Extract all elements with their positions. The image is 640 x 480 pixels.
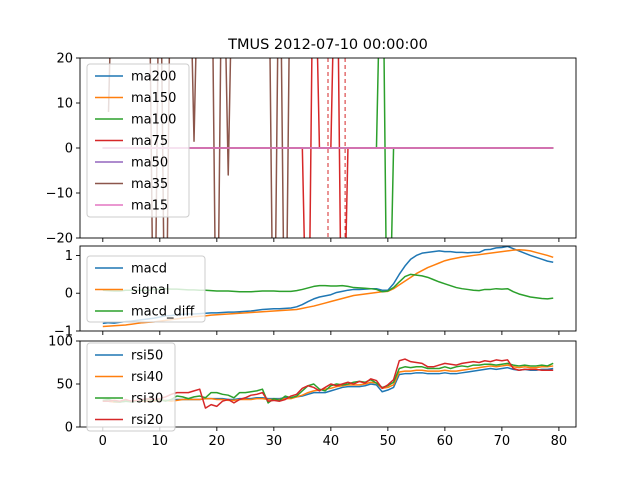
legend-label: rsi20 (131, 413, 163, 428)
legend-label: ma75 (131, 134, 168, 149)
y-tick-label: 20 (56, 52, 73, 67)
series-line-2-3 (102, 358, 554, 409)
x-tick-label: 70 (494, 434, 511, 449)
y-tick-label: 0 (65, 421, 73, 436)
x-tick-label: 0 (99, 434, 107, 449)
axes-frame-1 (79, 245, 577, 332)
x-tick-label: 30 (266, 434, 283, 449)
x-tick-label: 60 (437, 434, 454, 449)
legend-label: rsi50 (131, 349, 163, 364)
legend-label: ma150 (131, 91, 176, 106)
legend-label: ma15 (131, 199, 168, 214)
x-tick-label: 40 (323, 434, 340, 449)
legend-2: rsi50 rsi40 rsi30 rsi20 (86, 342, 176, 432)
y-tick-label: 0 (65, 142, 73, 157)
y-tick-label: −10 (46, 187, 73, 202)
chart-title: TMUS 2012-07-10 00:00:00 (227, 37, 428, 53)
legend-0: ma200 ma150 ma100 ma75 ma50 ma35 ma15 (86, 63, 190, 218)
plot-area-2 (102, 358, 554, 409)
x-tick-label: 80 (551, 434, 568, 449)
panels: −20−1001020ma200ma150ma100ma75ma50ma35ma… (46, 52, 577, 449)
panel-1: −1 0 1 macd signal macd_diff (54, 245, 577, 340)
legend-1: macd signal macd_diff (86, 255, 206, 323)
y-tick-label: 10 (56, 97, 73, 112)
legend-label: macd_diff (131, 305, 195, 320)
y-tick-label: −1 (54, 325, 73, 340)
legend-label: rsi40 (131, 370, 163, 385)
x-tick-label: 10 (152, 434, 169, 449)
legend-label: ma100 (131, 113, 176, 128)
y-tick-label: 0 (65, 287, 73, 302)
panel-0: −20−1001020ma200ma150ma100ma75ma50ma35ma… (46, 52, 577, 247)
y-tick-label: 100 (48, 335, 73, 350)
y-tick-label: 1 (65, 249, 73, 264)
legend-label: ma200 (131, 70, 176, 85)
x-tick-label: 50 (380, 434, 397, 449)
legend-label: signal (131, 283, 169, 298)
x-tick-label: 20 (209, 434, 226, 449)
legend-label: ma50 (131, 156, 168, 171)
legend-label: ma35 (131, 177, 168, 192)
legend-label: macd (131, 262, 167, 277)
legend-label: rsi30 (131, 392, 163, 407)
series-line-2-2 (102, 362, 554, 404)
y-tick-label: −20 (46, 232, 73, 247)
y-tick-label: 50 (56, 378, 73, 393)
